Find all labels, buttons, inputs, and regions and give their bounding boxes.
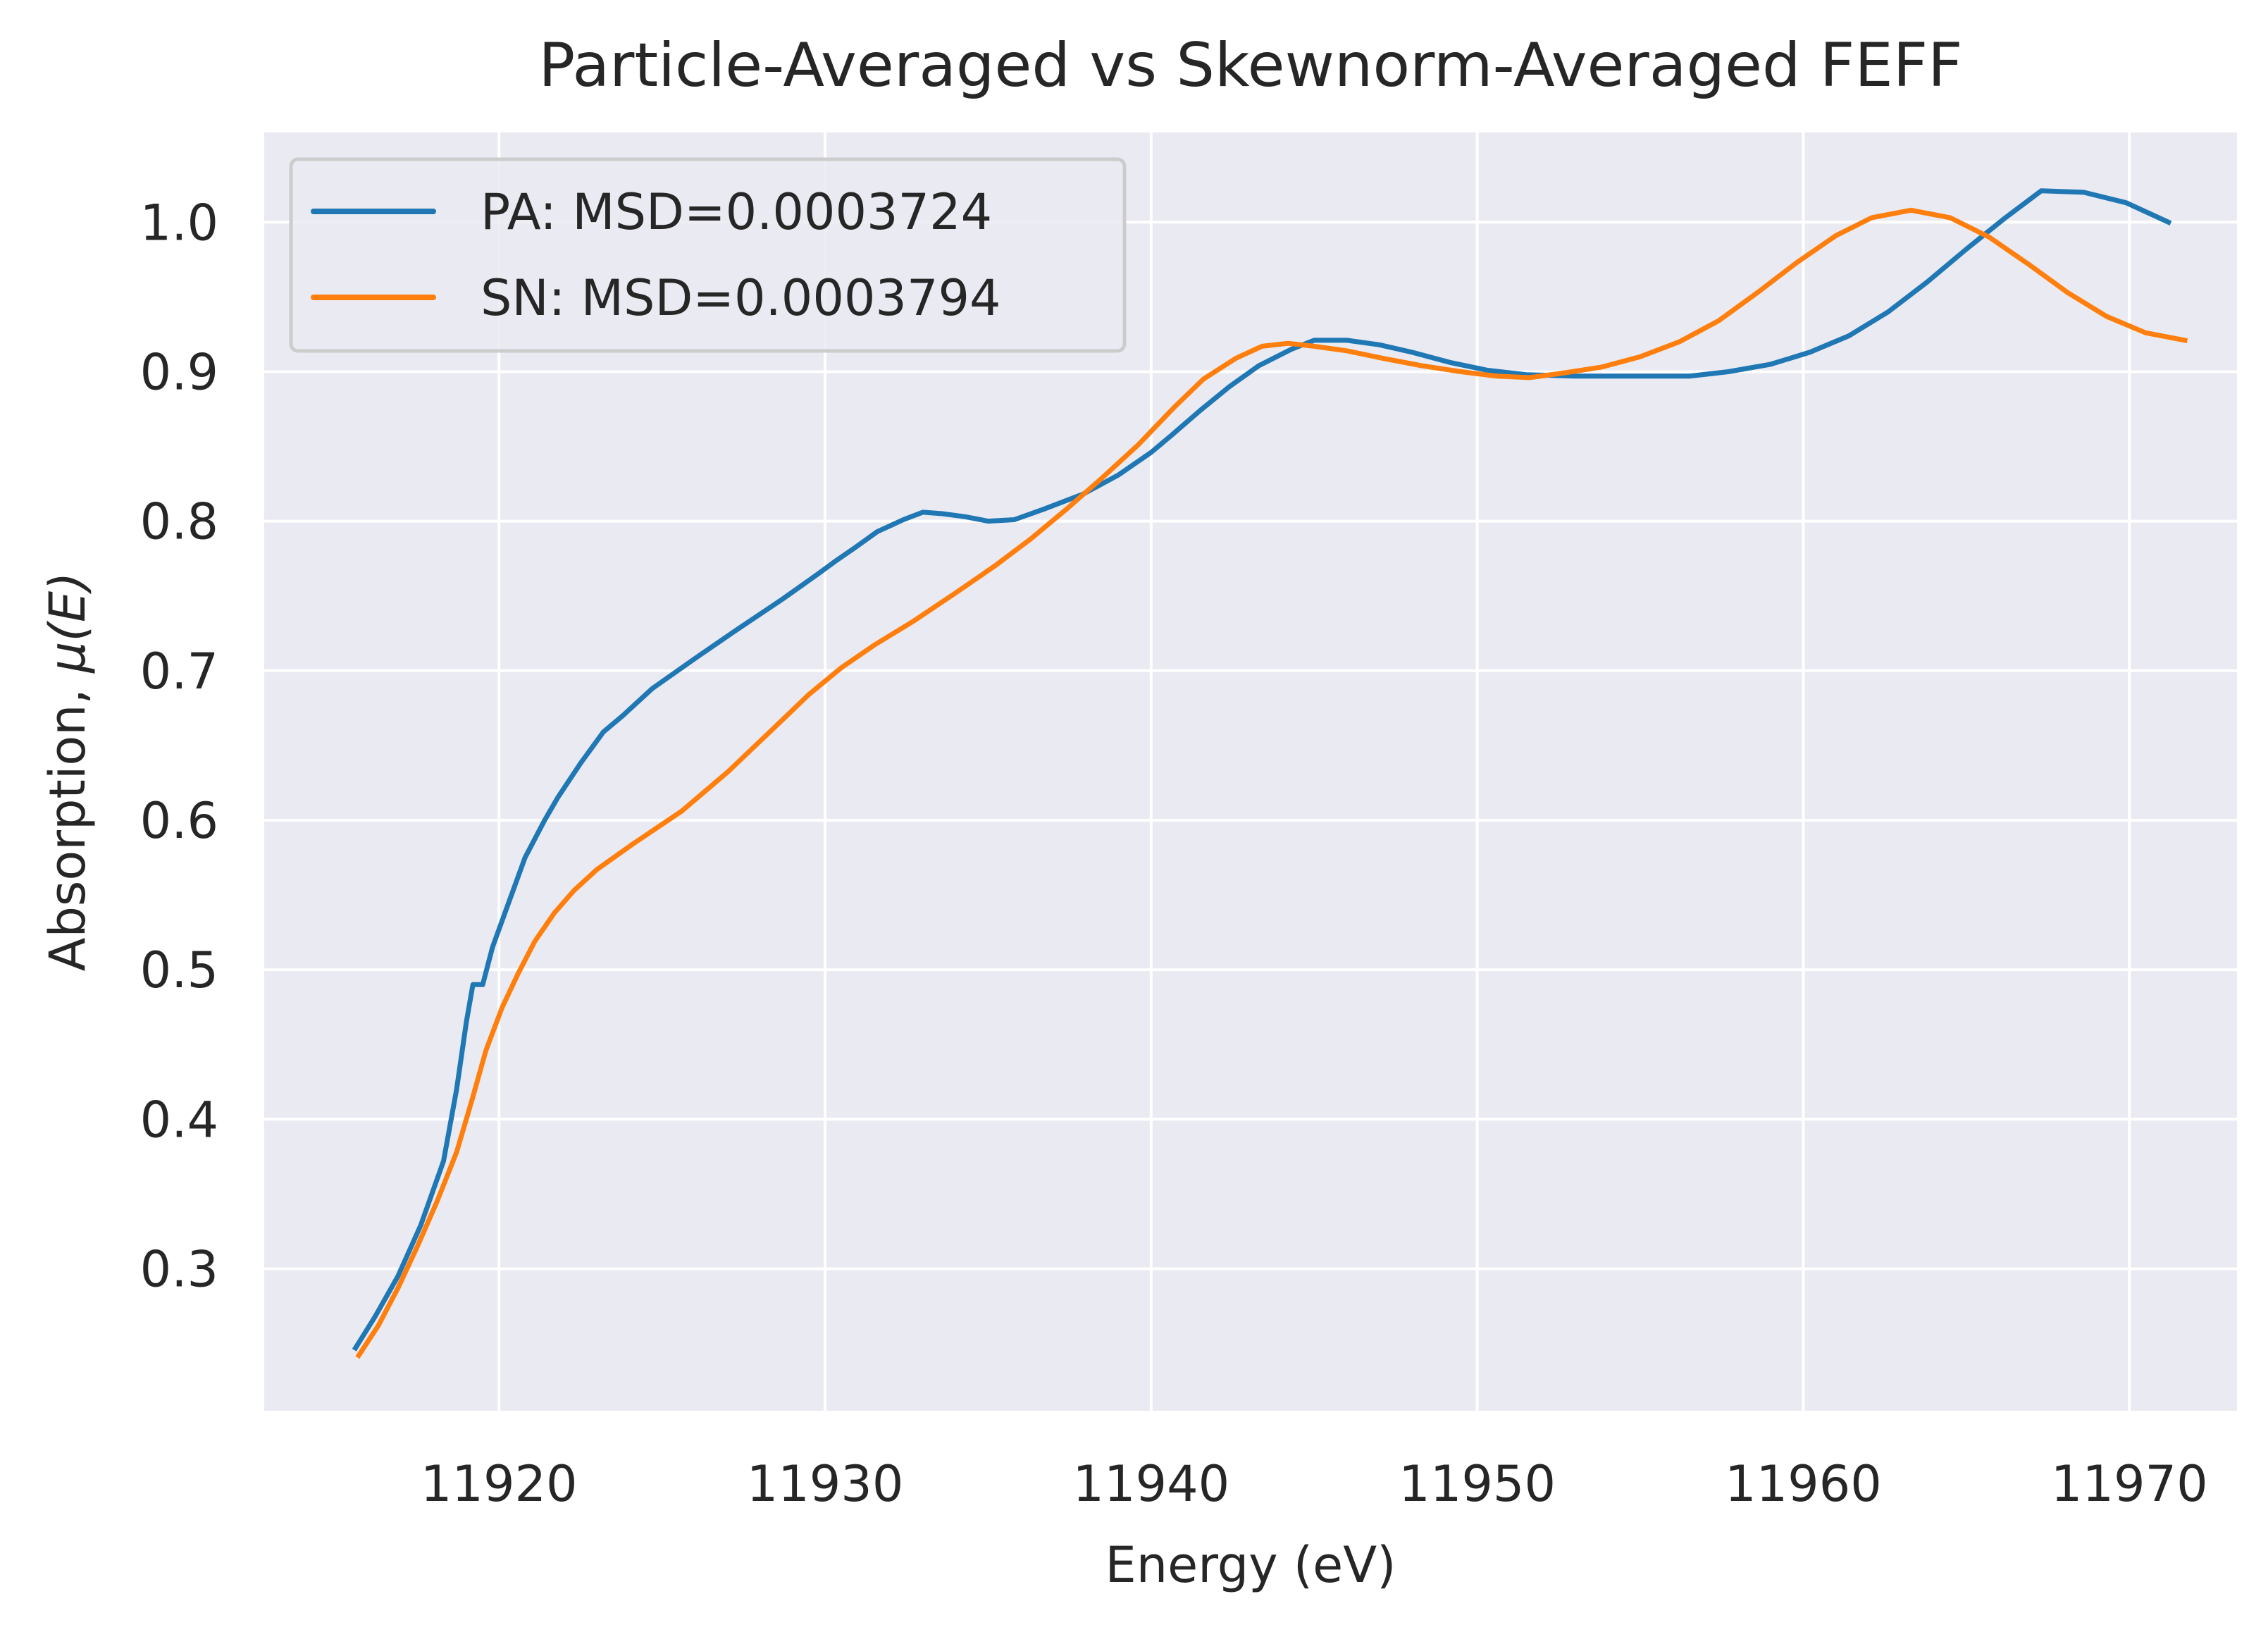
y-tick-label: 0.9: [140, 343, 218, 401]
y-tick-label: 0.8: [140, 493, 218, 551]
x-tick-label: 11970: [2051, 1455, 2208, 1513]
x-tick-labels: 11920 11930 11940 11950 11960 11970: [421, 1455, 2208, 1513]
x-tick-label: 11960: [1725, 1455, 1882, 1513]
x-tick-label: 11950: [1399, 1455, 1556, 1513]
grid: [264, 132, 2237, 1411]
series-line-sn: [355, 207, 2188, 1359]
legend-label-pa: PA: MSD=0.0003724: [481, 183, 992, 241]
legend-label-sn: SN: MSD=0.0003794: [481, 269, 1001, 327]
chart-title: Particle-Averaged vs Skewnorm-Averaged F…: [538, 30, 1962, 101]
y-axis-label-text: Absorption,: [39, 673, 97, 971]
series-line-pa: [352, 188, 2172, 1352]
y-tick-label: 0.5: [140, 941, 218, 999]
y-tick-labels: 0.3 0.4 0.5 0.6 0.7 0.8 0.9 1.0: [140, 194, 218, 1298]
legend: PA: MSD=0.0003724 SN: MSD=0.0003794: [289, 157, 1127, 353]
x-tick-label: 11930: [747, 1455, 904, 1513]
y-axis-label-math: μ(E): [39, 572, 97, 674]
legend-box: [289, 157, 1127, 353]
series-lines: [352, 188, 2188, 1359]
y-tick-label: 0.7: [140, 643, 218, 700]
x-tick-label: 11920: [421, 1455, 578, 1513]
y-tick-label: 0.3: [140, 1240, 218, 1298]
x-axis-label: Energy (eV): [1105, 1536, 1396, 1594]
x-tick-label: 11940: [1072, 1455, 1229, 1513]
y-tick-label: 0.6: [140, 792, 218, 850]
y-axis-label: Absorption, μ(E): [39, 572, 97, 972]
y-tick-label: 0.4: [140, 1091, 218, 1149]
y-tick-label: 1.0: [140, 194, 218, 252]
